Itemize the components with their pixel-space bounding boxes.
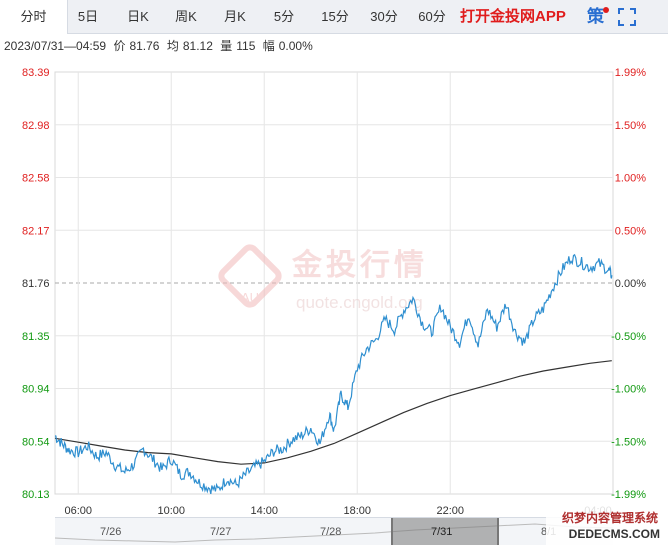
y-tick-label-left: 81.35 [22,331,50,343]
navigator-label: 7/31 [431,526,453,538]
tab-5-min[interactable]: 5分 [273,9,295,24]
open-app-link[interactable]: 打开金投网APP [460,8,566,25]
tab-monthly-k[interactable]: 月K [224,9,246,24]
chart-grid [54,71,614,495]
tab-15-min[interactable]: 15分 [321,9,349,24]
y-tick-label-left: 83.39 [22,67,50,79]
y-tick-label-right: -1.50% [611,436,646,448]
site-watermark-line2: DEDECMS.COM [568,527,660,541]
avg-value: 81.12 [182,39,213,53]
tab-60-min[interactable]: 60分 [418,9,446,24]
tab-minute[interactable]: 分时 [0,0,68,34]
watermark-logo-text: AU [241,290,259,305]
quote-info-bar: 2023/07/31—04:59 价 81.76 均 81.12 量 115 幅 0.0… [4,37,317,55]
watermark-url: quote.cngold.org [296,293,423,312]
tab-daily-k[interactable]: 日K [127,9,149,24]
intraday-chart[interactable]: AU 金投行情 quote.cngold.org 83.39 82.98 82.58… [0,56,668,517]
y-tick-label-left: 80.13 [22,489,50,501]
y-tick-label-right: -1.99% [611,489,646,501]
price-value: 81.76 [129,39,160,53]
watermark-brand: 金投行情 [291,248,428,282]
y-tick-label-right: -1.00% [611,384,646,396]
price-line [54,253,613,495]
tab-30-min[interactable]: 30分 [370,9,398,24]
y-tick-label-right: 0.00% [615,278,646,290]
volume-value: 115 [236,39,256,53]
strategy-button[interactable]: 策 [587,0,609,34]
navigator-label: 7/26 [100,526,122,538]
volume-label: 量 [220,39,233,53]
y-tick-label-right: 1.99% [615,67,646,79]
chart-watermark: AU 金投行情 quote.cngold.org [218,244,428,312]
avg-label: 均 [166,39,179,53]
fullscreen-icon[interactable] [618,8,636,26]
site-watermark: 织梦内容管理系统 DEDECMS.COM [546,506,668,545]
y-tick-label-left: 81.76 [22,278,50,290]
y-tick-label-right: 0.50% [615,225,646,237]
y-tick-label-left: 80.54 [22,436,50,448]
navigator-sparkline [55,523,613,543]
notification-dot [603,7,609,13]
average-line [54,360,612,465]
y-tick-label-left: 82.98 [22,120,50,132]
x-tick-label: 06:00 [64,505,92,517]
y-tick-label-right: 1.00% [615,173,646,185]
navigator-window[interactable] [391,518,499,545]
price-label: 价 [113,39,126,53]
watermark-logo-icon: AU [218,244,282,308]
x-tick-label: 18:00 [343,505,371,517]
x-tick-label: 10:00 [157,505,185,517]
site-watermark-line1: 织梦内容管理系统 [561,511,658,525]
y-tick-label-right: -0.50% [611,331,646,343]
y-tick-label-left: 80.94 [22,384,50,396]
x-tick-label: 14:00 [250,505,278,517]
strategy-label: 策 [587,7,604,26]
period-tabbar: 分时 5日 日K 周K 月K 5分 15分 30分 60分 打开金投网APP 策 [0,0,668,34]
tab-5-day[interactable]: 5日 [77,9,99,24]
y-tick-label-left: 82.58 [22,173,50,185]
y-tick-label-left: 82.17 [22,225,50,237]
change-label: 幅 [262,39,275,53]
navigator-label: 7/28 [320,526,342,538]
y-axis-right: 1.99% 1.50% 1.00% 0.50% 0.00% -0.50% -1.00% -1.… [611,67,646,501]
time-navigator[interactable]: 7/26 7/27 7/28 7/31 8/1 [55,517,613,545]
y-axis-left: 83.39 82.98 82.58 82.17 81.76 81.35 80.94 80.54… [22,67,50,501]
quote-datetime: 2023/07/31—04:59 [4,39,107,53]
x-tick-label: 22:00 [436,505,464,517]
navigator-label: 7/27 [210,526,232,538]
change-value: 0.00% [278,39,313,53]
y-tick-label-right: 1.50% [615,120,646,132]
tab-weekly-k[interactable]: 周K [175,9,197,24]
